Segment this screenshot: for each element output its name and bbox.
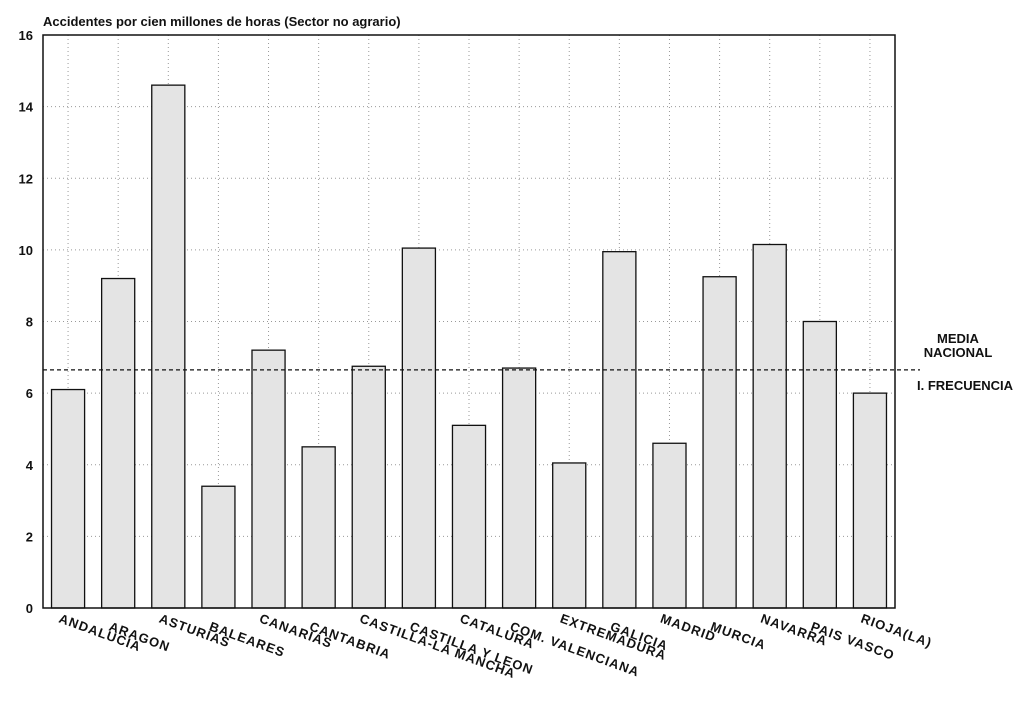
y-tick-label: 0: [26, 601, 33, 616]
bar: [501, 367, 537, 609]
bar: [100, 277, 136, 609]
chart-title: Accidentes por cien millones de horas (S…: [43, 14, 401, 29]
bar: [50, 388, 86, 609]
bar: [151, 84, 186, 609]
bar: [552, 462, 587, 609]
bar: [702, 276, 737, 609]
bar: [301, 446, 336, 609]
bar: [351, 365, 386, 609]
y-tick-label: 14: [19, 100, 34, 115]
annotation: MEDIA: [937, 331, 980, 346]
y-tick-label: 12: [19, 171, 33, 186]
annotation: I. FRECUENCIA: [917, 378, 1014, 393]
bar: [251, 349, 286, 609]
bar: [602, 251, 637, 609]
y-tick-label: 10: [19, 243, 33, 258]
bar: [652, 442, 687, 609]
y-tick-label: 6: [26, 386, 33, 401]
y-tick-label: 16: [19, 28, 33, 43]
plot-frame: [42, 34, 896, 609]
y-tick-label: 4: [26, 458, 34, 473]
annotation: NACIONAL: [924, 345, 993, 360]
bar: [802, 320, 838, 609]
bar: [852, 392, 888, 609]
bar: [752, 243, 787, 609]
bar: [401, 247, 437, 609]
bar: [451, 424, 487, 609]
y-tick-label: 2: [26, 529, 33, 544]
y-tick-label: 8: [26, 315, 33, 330]
bar: [201, 485, 236, 609]
